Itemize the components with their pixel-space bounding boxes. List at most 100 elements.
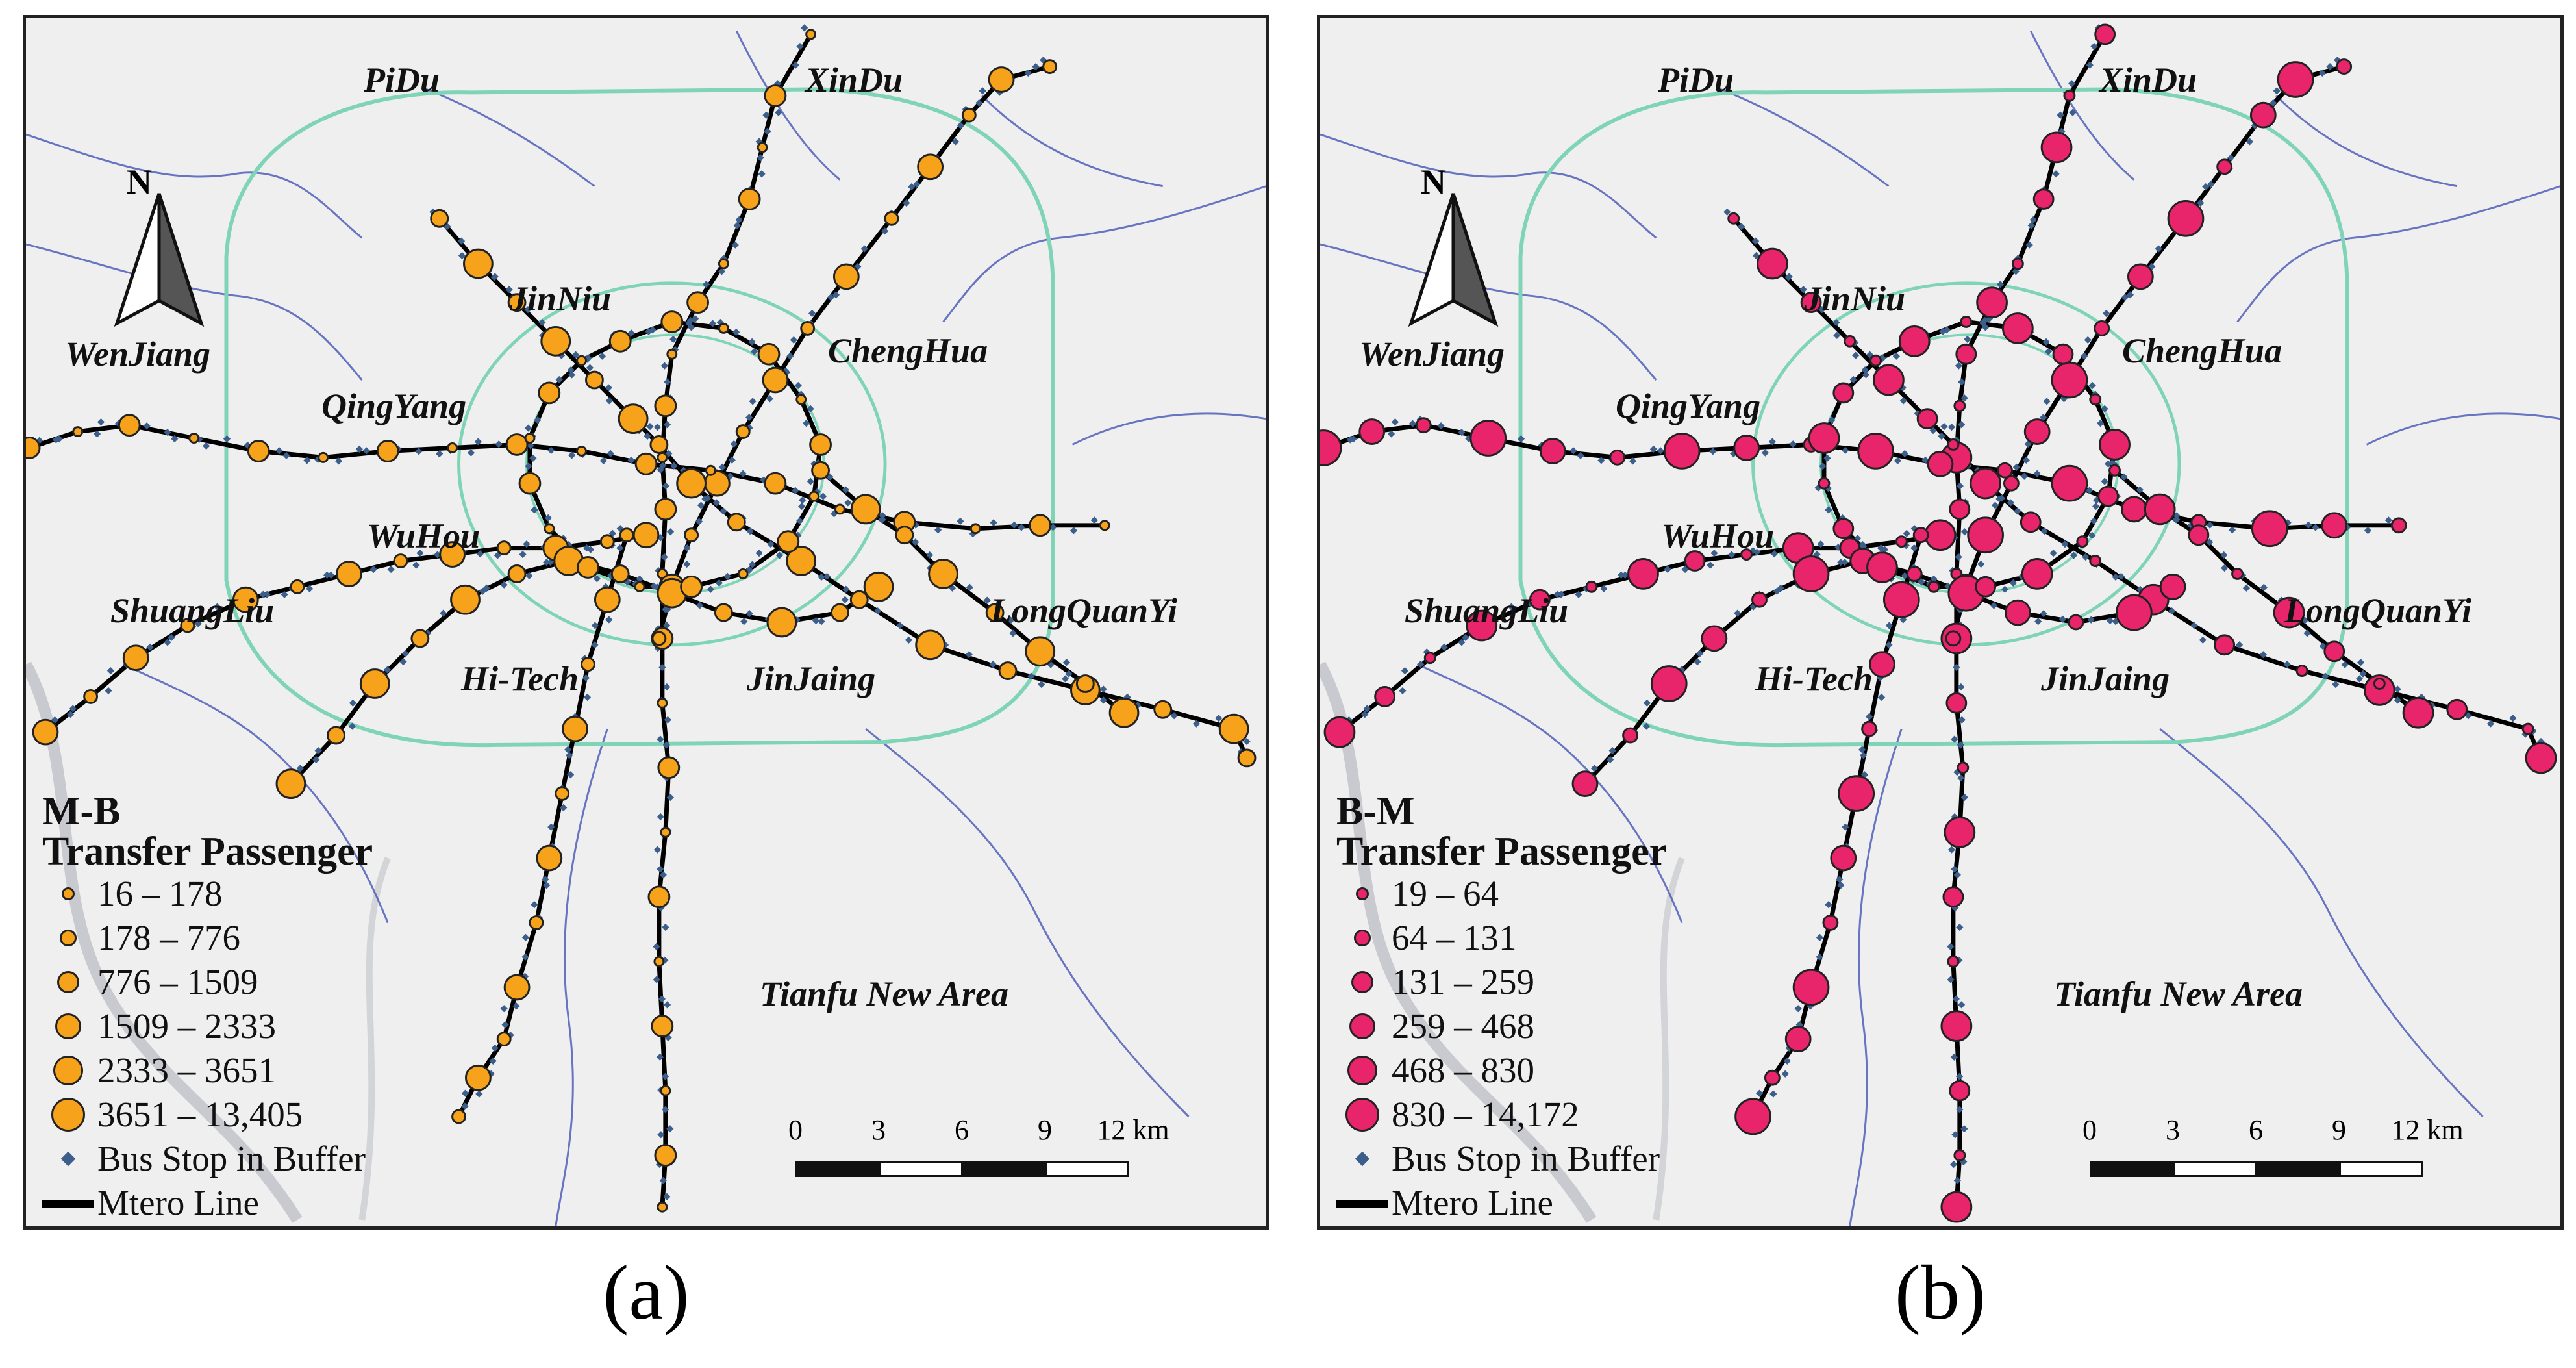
bus-stop-icon (582, 674, 590, 682)
district-label: Hi-Tech (461, 659, 579, 698)
station-circle (634, 581, 645, 592)
district-boundary (2236, 185, 2560, 323)
bus-stop-icon (2029, 216, 2037, 223)
station-circle (738, 188, 761, 210)
station-circle (1529, 589, 1551, 611)
bus-stop-icon (164, 639, 171, 646)
district-boundary (1416, 663, 1683, 924)
bus-stop-icon (2318, 69, 2326, 77)
scale-tick: 9 (1038, 1114, 1052, 1146)
district-boundary (942, 185, 1266, 323)
station-circle (2251, 510, 2288, 548)
station-circle (2032, 188, 2055, 210)
bus-stop-icon (1507, 603, 1516, 611)
station-circle (1866, 551, 1898, 583)
station-circle (1882, 581, 1920, 618)
bus-stop-icon (591, 622, 599, 629)
bus-stop-icon (799, 496, 807, 504)
station-circle (1873, 364, 1905, 396)
map-panel-b: PiDu XinDu JinNiu WenJiang ChengHua QingYang W… (1317, 15, 2564, 1230)
station-circle (809, 433, 832, 456)
bus-stop-icon (1950, 1053, 1958, 1061)
bus-stop-icon (808, 309, 816, 318)
river (1320, 661, 1597, 1223)
station-circle (1784, 1026, 1812, 1052)
station-circle (1808, 422, 1840, 454)
station-circle (32, 718, 59, 746)
station-circle (1469, 420, 1507, 457)
station-circle (619, 527, 634, 543)
bus-stop-icon (2042, 338, 2050, 346)
bus-stop-icon (1837, 558, 1845, 566)
station-circle (985, 603, 1005, 622)
bus-stop-icon (1761, 449, 1769, 457)
station-circle (735, 424, 751, 440)
bus-stop-icon (2199, 636, 2207, 644)
bus-stop-icon (1964, 335, 1971, 343)
bus-stop-icon (2070, 551, 2078, 559)
scale-tick: 3 (2166, 1114, 2180, 1146)
district-label: Hi-Tech (1755, 659, 1873, 698)
station-circle (496, 1032, 512, 1046)
bus-stop-icon (2043, 398, 2051, 405)
bus-stop-icon (1575, 590, 1582, 598)
station-circle (1949, 1080, 1971, 1102)
station-circle (2159, 573, 2186, 600)
station-circle (684, 527, 699, 543)
bus-stop-icon (2117, 572, 2125, 581)
station-circle (1947, 955, 1960, 968)
bus-stop-icon (143, 422, 151, 430)
ring-road (224, 87, 1055, 748)
bus-stop-icon (1769, 1090, 1777, 1098)
district-boundary (26, 133, 363, 239)
bus-stop-icon (2197, 199, 2205, 207)
bus-stop-icon (664, 378, 671, 386)
district-label: WenJiang (65, 335, 211, 374)
station-circle (653, 956, 665, 967)
bus-stop-icon (1355, 1151, 1370, 1167)
station-circle (830, 603, 849, 622)
north-label: N (1421, 162, 1446, 201)
bus-stop-icon (718, 268, 726, 275)
bus-stop-icon (281, 590, 288, 598)
north-arrow-icon (114, 193, 205, 327)
station-circle (680, 575, 703, 598)
legend-title: Transfer Passenger (42, 830, 373, 874)
bus-stop-icon (2049, 549, 2057, 557)
legend-circle-icon (62, 887, 75, 900)
bus-stop-icon (1943, 326, 1951, 334)
station-circle (1844, 335, 1857, 348)
bus-stop-icon (412, 561, 420, 569)
station-circle (811, 461, 830, 480)
station-circle (410, 629, 430, 648)
bus-stop-icon (296, 765, 304, 772)
station-circle (2089, 555, 2102, 567)
station-circle (1627, 558, 1659, 590)
station-circle (2108, 464, 2121, 477)
bus-stop-icon (105, 687, 112, 695)
river (358, 857, 391, 1221)
legend-circle-icon (57, 971, 79, 993)
bus-stop-icon (355, 445, 364, 453)
station-circle (705, 464, 716, 476)
station-circle (714, 603, 733, 622)
station-circle (122, 644, 149, 672)
bus-stop-icon (1695, 650, 1704, 657)
station-circle (2390, 517, 2407, 534)
bus-stop-icon (653, 976, 660, 983)
legend-bus-stop: Bus Stop in Buffer (42, 1137, 373, 1181)
bus-stop-icon (213, 603, 221, 611)
bus-stop-icon (401, 650, 410, 657)
bus-stop-icon (2090, 517, 2098, 525)
station-circle (585, 370, 604, 390)
bus-stop-icon (164, 428, 171, 437)
bus-stop-icon (1387, 430, 1395, 438)
scale-tick: 9 (2332, 1114, 2346, 1146)
bus-stop-icon (842, 486, 849, 494)
legend-circle-icon (1345, 1098, 1379, 1132)
station-circle (718, 258, 729, 270)
bus-stop-icon (660, 553, 668, 561)
bus-stop-icon (1621, 571, 1629, 579)
station-circle (180, 618, 195, 633)
station-circle (1764, 1069, 1781, 1086)
